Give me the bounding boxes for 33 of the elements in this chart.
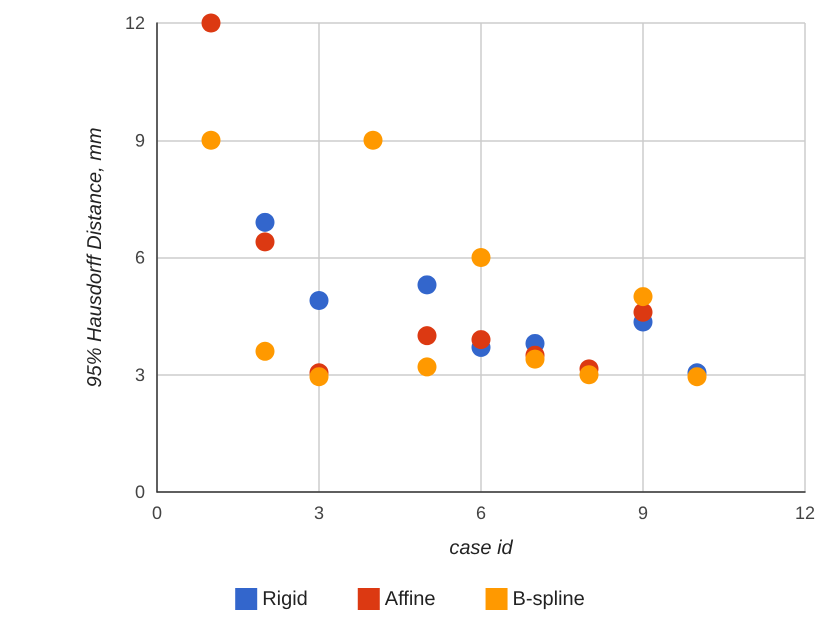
legend-label: Rigid xyxy=(262,588,308,610)
x-tick-label: 0 xyxy=(152,503,162,523)
y-tick-label: 6 xyxy=(134,248,145,268)
point xyxy=(418,275,436,294)
point xyxy=(202,130,220,150)
y-tick-label: 3 xyxy=(134,364,145,385)
point xyxy=(634,287,652,306)
x-tick-label: 12 xyxy=(794,503,816,523)
legend-label: B-spline xyxy=(512,588,585,610)
x-tick-label: 9 xyxy=(638,503,648,523)
point xyxy=(202,14,220,32)
point xyxy=(526,350,544,369)
point xyxy=(472,248,490,267)
legend-label: Affine xyxy=(384,588,436,610)
point xyxy=(418,326,436,346)
point xyxy=(256,342,274,361)
point xyxy=(310,367,328,386)
x-tick-label: 3 xyxy=(314,503,324,523)
point xyxy=(310,290,328,310)
y-axis-title: 95% Hausdorff Distance, mm xyxy=(84,127,106,388)
x-tick-label: 6 xyxy=(476,503,486,523)
y-tick-label: 9 xyxy=(134,130,145,150)
point xyxy=(364,130,382,150)
point xyxy=(634,302,652,322)
point xyxy=(688,367,706,386)
point xyxy=(472,330,490,350)
x-axis-title: case id xyxy=(449,537,514,559)
y-tick-label: 0 xyxy=(134,482,145,502)
point xyxy=(256,232,274,252)
point xyxy=(418,357,436,376)
y-tick-label: 12 xyxy=(124,13,145,33)
point xyxy=(256,212,274,232)
point xyxy=(580,365,598,384)
